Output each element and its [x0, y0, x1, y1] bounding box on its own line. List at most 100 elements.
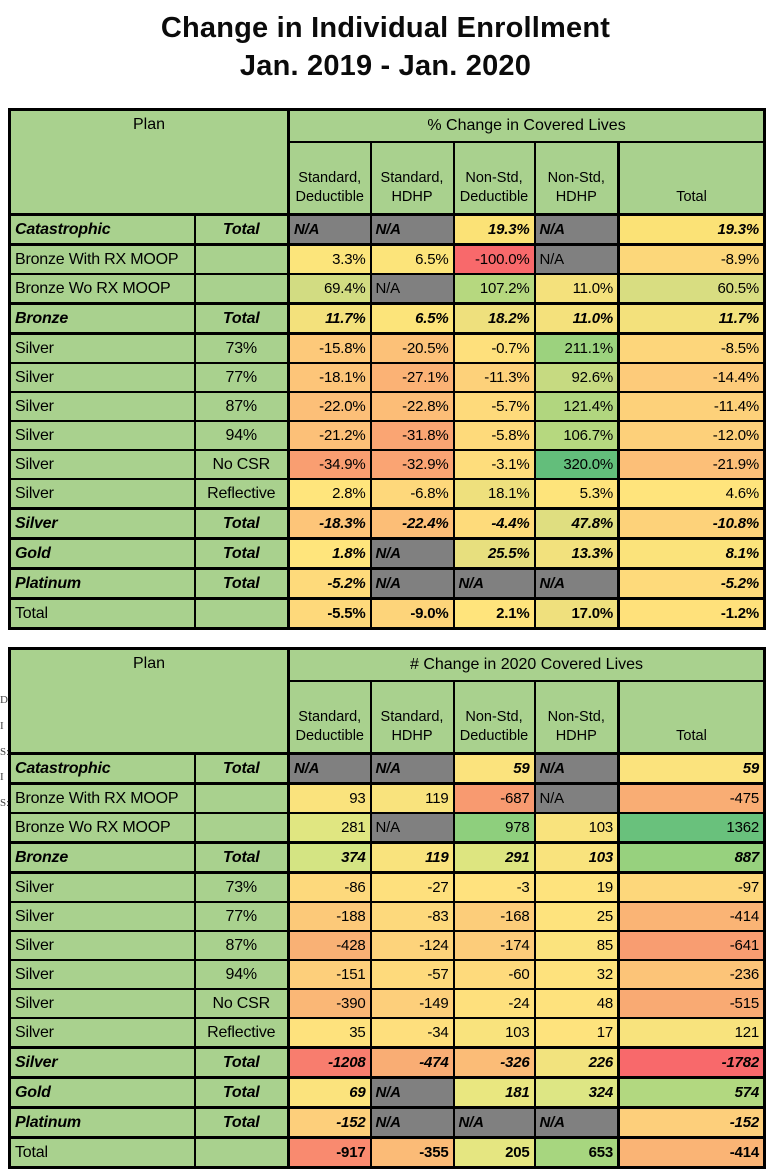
na-cell: N/A — [452, 567, 536, 601]
value-cell: -21.2% — [287, 420, 372, 452]
value-cell: -1.2% — [616, 597, 766, 630]
table-row: Silver 77% -18.1% -27.1% -11.3% 92.6% -14.4% — [8, 362, 766, 394]
value-cell: -414 — [617, 1136, 766, 1169]
table-row: Platinum Total -152 N/A N/A N/A -152 — [8, 1106, 766, 1140]
value-cell: 25 — [533, 901, 620, 933]
column-header: Standard, HDHP — [369, 141, 455, 217]
value-cell: -1208 — [287, 1046, 372, 1080]
table-row: Silver Reflective 35 -34 103 17 121 — [8, 1017, 766, 1049]
plan-variant-cell: Total — [194, 567, 290, 601]
plan-name-cell: Silver — [8, 959, 196, 991]
value-cell: 60.5% — [616, 273, 766, 305]
table-row: Silver 73% -15.8% -20.5% -0.7% 211.1% -8.5% — [8, 332, 766, 365]
plan-name-cell: Silver — [8, 1046, 196, 1080]
value-cell: 18.1% — [452, 478, 536, 510]
plan-variant-cell — [194, 812, 290, 844]
value-cell: -32.9% — [369, 449, 455, 481]
plan-name-cell: Silver — [8, 988, 196, 1020]
value-cell: -83 — [369, 901, 455, 933]
value-cell: 11.7% — [616, 302, 766, 336]
header-row-sections: Plan% Change in Covered Lives — [8, 108, 766, 217]
value-cell: -10.8% — [616, 507, 766, 541]
value-cell: 17.0% — [533, 597, 620, 630]
plan-variant-cell — [194, 597, 290, 630]
value-cell: 103 — [533, 841, 620, 875]
value-cell: -11.4% — [616, 391, 766, 423]
value-cell: -151 — [287, 959, 372, 991]
value-cell: 32 — [533, 959, 620, 991]
value-cell: 121 — [617, 1017, 766, 1049]
table-row: Silver Reflective 2.8% -6.8% 18.1% 5.3% 4.6% — [8, 478, 766, 510]
table-row: Bronze Total 11.7% 6.5% 18.2% 11.0% 11.7% — [8, 302, 766, 336]
plan-column-header: Plan — [8, 647, 290, 756]
plan-variant-cell: No CSR — [194, 988, 290, 1020]
margin-text-fragment: S: — [0, 797, 10, 809]
value-cell: -97 — [617, 871, 766, 904]
value-cell: 3.3% — [287, 243, 372, 276]
value-cell: 121.4% — [533, 391, 620, 423]
value-cell: 19.3% — [616, 213, 766, 247]
value-cell: -5.5% — [287, 597, 372, 630]
value-cell: 48 — [533, 988, 620, 1020]
na-cell: N/A — [287, 213, 372, 247]
plan-variant-cell: 94% — [194, 959, 290, 991]
plan-column-header: Plan — [8, 108, 290, 217]
value-cell: 11.0% — [533, 302, 620, 336]
header-row-sections: Plan # Change in 2020 Covered Lives — [8, 647, 766, 756]
value-cell: 106.7% — [533, 420, 620, 452]
na-cell: N/A — [369, 752, 455, 786]
value-cell: -149 — [369, 988, 455, 1020]
value-cell: -60 — [452, 959, 536, 991]
value-cell: -6.8% — [369, 478, 455, 510]
plan-variant-cell: Total — [194, 841, 290, 875]
value-cell: 59 — [617, 752, 766, 786]
table-row: Silver 77% -188 -83 -168 25 -414 — [8, 901, 766, 933]
value-cell: 19.3% — [452, 213, 536, 247]
value-cell: 92.6% — [533, 362, 620, 394]
plan-variant-cell: Total — [194, 507, 290, 541]
value-cell: 2.1% — [452, 597, 536, 630]
value-cell: 205 — [452, 1136, 536, 1169]
value-cell: -1782 — [617, 1046, 766, 1080]
value-cell: -4.4% — [452, 507, 536, 541]
plan-name-cell: Silver — [8, 507, 196, 541]
plan-variant-cell — [194, 782, 290, 815]
value-cell: 574 — [617, 1076, 766, 1110]
value-cell: 226 — [533, 1046, 620, 1080]
title-line-1: Change in Individual Enrollment — [160, 12, 611, 44]
value-cell: 291 — [452, 841, 536, 875]
value-cell: 181 — [452, 1076, 536, 1110]
page-title: Change in Individual Enrollment Jan. 201… — [0, 0, 771, 85]
plan-name-cell: Silver — [8, 478, 196, 510]
plan-variant-cell: Reflective — [194, 1017, 290, 1049]
plan-name-cell: Silver — [8, 332, 196, 365]
value-cell: -5.7% — [452, 391, 536, 423]
value-cell: 103 — [452, 1017, 536, 1049]
plan-name-cell: Bronze — [8, 302, 196, 336]
na-cell: N/A — [533, 213, 620, 247]
na-cell: N/A — [287, 752, 372, 786]
value-cell: 69 — [287, 1076, 372, 1110]
plan-name-cell: Gold — [8, 537, 196, 571]
column-header: Non-Std, HDHP — [533, 141, 620, 217]
value-cell: -5.8% — [452, 420, 536, 452]
value-cell: 320.0% — [533, 449, 620, 481]
table-row: Silver 94% -21.2% -31.8% -5.8% 106.7% -12.0% — [8, 420, 766, 452]
plan-variant-cell — [194, 243, 290, 276]
plan-name-cell: Bronze Wo RX MOOP — [8, 273, 196, 305]
value-cell: -57 — [369, 959, 455, 991]
table-row: Silver Total -18.3% -22.4% -4.4% 47.8% -10.8% — [8, 507, 766, 541]
value-cell: 2.8% — [287, 478, 372, 510]
value-cell: -390 — [287, 988, 372, 1020]
value-cell: -428 — [287, 930, 372, 962]
plan-name-cell: Bronze — [8, 841, 196, 875]
title-line-2: Jan. 2019 - Jan. 2020 — [239, 49, 532, 82]
table-row: Catastrophic Total N/A N/A 59 N/A 59 — [8, 752, 766, 786]
table-row: Silver No CSR -34.9% -32.9% -3.1% 320.0% -21.9… — [8, 449, 766, 481]
value-cell: 281 — [287, 812, 372, 844]
value-cell: -100.0% — [452, 243, 536, 276]
value-cell: 59 — [452, 752, 536, 786]
table-row: Silver 87% -22.0% -22.8% -5.7% 121.4% -11.4% — [8, 391, 766, 423]
na-cell: N/A — [533, 567, 620, 601]
value-cell: 211.1% — [533, 332, 620, 365]
